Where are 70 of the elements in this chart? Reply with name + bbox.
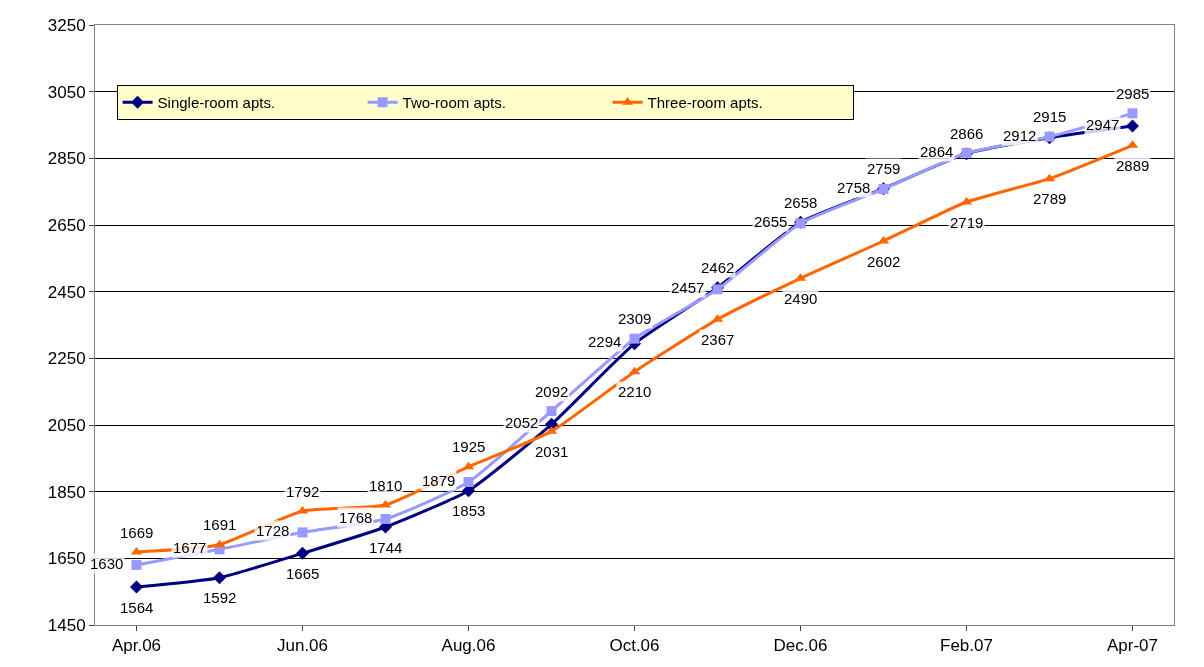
data-label: 2864 bbox=[920, 143, 954, 160]
point bbox=[296, 546, 309, 560]
data-label: 2602 bbox=[867, 253, 901, 270]
y-tick-label: 2850 bbox=[47, 149, 86, 169]
data-label: 2915 bbox=[1033, 108, 1067, 125]
data-label: 1677 bbox=[173, 539, 207, 556]
data-label: 1925 bbox=[452, 438, 486, 455]
data-label: 2889 bbox=[1116, 157, 1150, 174]
y-tick-label: 3050 bbox=[47, 82, 86, 102]
data-label: 2658 bbox=[784, 194, 818, 211]
data-label: 2758 bbox=[837, 179, 871, 196]
point bbox=[546, 406, 557, 416]
x-tick-label: Feb.07 bbox=[940, 636, 993, 656]
y-tick-label: 3250 bbox=[47, 15, 86, 35]
data-label: 1792 bbox=[286, 483, 320, 500]
data-label: 2759 bbox=[867, 160, 901, 177]
legend-label: Two-room apts. bbox=[402, 94, 506, 112]
data-label: 2052 bbox=[505, 414, 539, 431]
data-label: 2031 bbox=[535, 443, 569, 460]
data-label: 1879 bbox=[422, 472, 456, 489]
data-label: 1691 bbox=[203, 516, 237, 533]
x-tick-label: Jun.06 bbox=[276, 636, 329, 656]
data-label: 1768 bbox=[339, 509, 373, 526]
data-label: 2210 bbox=[618, 383, 652, 400]
point bbox=[131, 560, 142, 570]
data-label: 1744 bbox=[369, 539, 403, 556]
y-tick-label: 1650 bbox=[47, 549, 86, 569]
x-tick-label: Aug.06 bbox=[441, 636, 496, 656]
data-label: 2294 bbox=[588, 333, 622, 350]
data-label: 2912 bbox=[1003, 127, 1037, 144]
data-label: 2092 bbox=[535, 383, 569, 400]
data-label: 2866 bbox=[950, 125, 984, 142]
point bbox=[1127, 108, 1138, 119]
point bbox=[380, 514, 391, 524]
data-label: 2457 bbox=[671, 279, 705, 296]
y-tick-label: 1450 bbox=[47, 615, 86, 635]
data-label: 1630 bbox=[90, 555, 124, 572]
data-label: 1853 bbox=[452, 502, 486, 519]
data-label: 2947 bbox=[1086, 116, 1120, 133]
y-tick-label: 2250 bbox=[47, 349, 86, 369]
data-label: 2655 bbox=[754, 213, 788, 230]
data-label: 2719 bbox=[950, 214, 984, 231]
x-tick-label: Apr.06 bbox=[111, 636, 162, 656]
data-label: 2490 bbox=[784, 290, 818, 307]
x-tick-label: Oct.06 bbox=[609, 636, 660, 656]
data-label: 1669 bbox=[120, 524, 154, 541]
y-tick-label: 2450 bbox=[47, 282, 86, 302]
legend-label: Single-room apts. bbox=[157, 94, 276, 112]
data-label: 1564 bbox=[120, 599, 154, 616]
x-tick-label: Dec.06 bbox=[773, 636, 828, 656]
data-label: 2789 bbox=[1033, 190, 1067, 207]
data-label: 1728 bbox=[256, 522, 290, 539]
data-label: 2985 bbox=[1116, 85, 1150, 102]
data-label: 2367 bbox=[701, 331, 735, 348]
point bbox=[629, 333, 640, 344]
x-tick-label: Apr-07 bbox=[1106, 636, 1159, 656]
y-tick-label: 1850 bbox=[47, 482, 86, 502]
data-label: 2309 bbox=[618, 310, 652, 327]
data-label: 1810 bbox=[369, 477, 403, 494]
point bbox=[463, 477, 474, 487]
y-tick-label: 2650 bbox=[47, 215, 86, 235]
data-label: 1665 bbox=[286, 565, 320, 582]
point bbox=[297, 527, 308, 538]
point bbox=[130, 580, 143, 594]
data-label: 2462 bbox=[701, 259, 735, 276]
point bbox=[213, 571, 226, 585]
legend-label: Three-room apts. bbox=[647, 94, 763, 112]
y-tick-label: 2050 bbox=[47, 415, 86, 435]
data-label: 1592 bbox=[203, 589, 237, 606]
point bbox=[1126, 119, 1139, 133]
